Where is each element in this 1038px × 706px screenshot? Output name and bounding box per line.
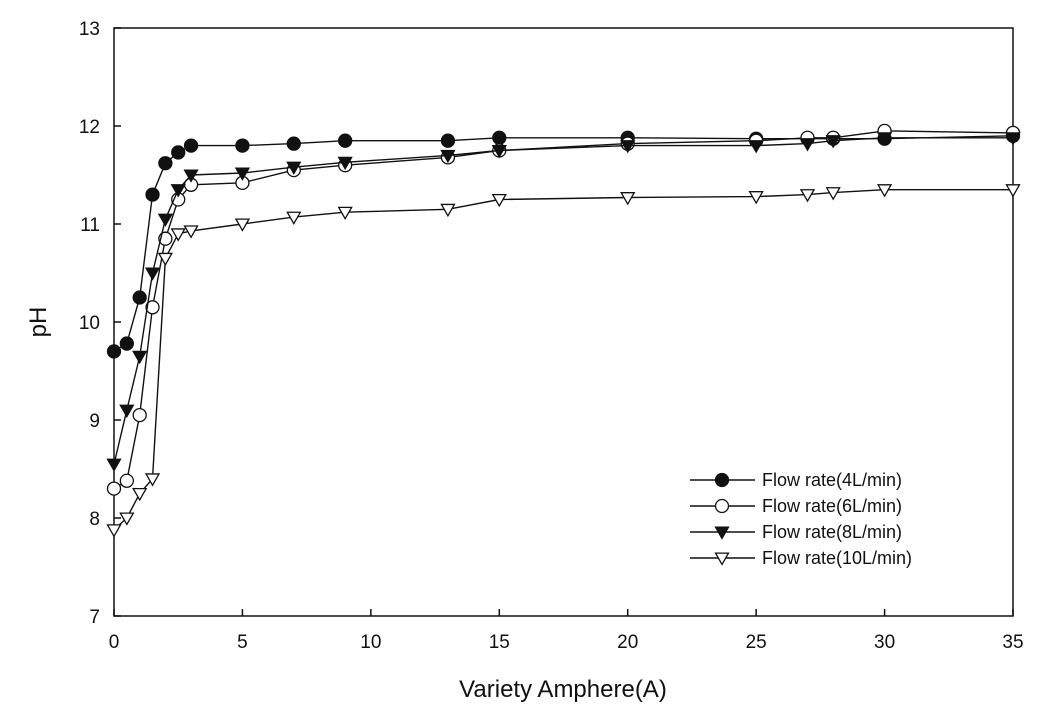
data-point (157, 252, 173, 267)
data-point (286, 161, 302, 175)
data-point (119, 473, 134, 488)
data-point (491, 144, 507, 159)
data-point (235, 138, 250, 153)
data-point (132, 487, 148, 502)
legend-marker (714, 526, 730, 540)
data-point (286, 136, 301, 151)
data-point (286, 211, 302, 225)
data-point (145, 300, 160, 315)
y-tick-label: 8 (89, 509, 100, 530)
x-tick-label: 10 (360, 632, 381, 653)
series-2 (106, 123, 1021, 496)
legend-item: Flow rate(4L/min) (690, 470, 902, 490)
legend-item: Flow rate(6L/min) (690, 496, 902, 516)
data-point (620, 140, 636, 154)
x-tick-label: 25 (746, 632, 767, 653)
data-point (119, 404, 135, 419)
data-point (748, 191, 764, 205)
legend-marker (714, 552, 730, 566)
data-point (876, 132, 893, 146)
data-point (1005, 184, 1021, 198)
data-point (620, 192, 636, 206)
data-point (183, 138, 199, 153)
x-tick-label: 30 (874, 632, 895, 653)
data-point (491, 193, 507, 208)
y-tick-label: 13 (79, 19, 100, 40)
x-axis-title: Variety Amphere(A) (459, 676, 667, 703)
data-point (440, 203, 456, 218)
data-point (158, 156, 173, 171)
x-tick-label: 15 (489, 632, 510, 653)
y-tick-label: 7 (89, 607, 100, 628)
y-tick-label: 11 (80, 215, 100, 236)
data-point (106, 344, 122, 359)
data-point (799, 138, 816, 152)
x-tick-label: 5 (237, 632, 248, 653)
data-point (157, 213, 173, 227)
legend: Flow rate(4L/min) Flow rate(6L/min) Flow r… (690, 470, 912, 568)
data-point (132, 290, 147, 305)
y-tick-label: 10 (79, 313, 100, 334)
series-layer (106, 123, 1021, 538)
data-point (825, 135, 841, 149)
data-point (132, 407, 147, 423)
data-point (170, 184, 186, 198)
data-point (144, 267, 161, 281)
data-point (338, 133, 353, 148)
legend-marker (714, 498, 730, 514)
data-point (234, 167, 251, 181)
ticks-layer: 0 5 10 15 20 25 30 35 7 8 9 10 11 12 13 (79, 19, 1024, 653)
data-point (119, 512, 135, 526)
data-point (234, 218, 251, 232)
data-point (106, 481, 122, 496)
legend-item: Flow rate(8L/min) (690, 522, 902, 542)
legend-label: Flow rate(8L/min) (762, 522, 902, 542)
data-point (1005, 132, 1021, 146)
data-point (825, 187, 841, 201)
legend-label: Flow rate(10L/min) (762, 548, 912, 568)
y-tick-label: 9 (89, 411, 100, 432)
data-point (799, 189, 816, 203)
legend-label: Flow rate(6L/min) (762, 496, 902, 516)
series-1 (106, 128, 1021, 359)
data-point (183, 225, 199, 239)
series-3 (106, 132, 1021, 472)
data-point (144, 473, 161, 487)
data-point (440, 133, 456, 148)
x-tick-label: 0 (109, 632, 120, 653)
x-tick-label: 20 (617, 632, 638, 653)
data-point (440, 149, 456, 164)
legend-item: Flow rate(10L/min) (690, 548, 912, 568)
data-point (337, 206, 353, 221)
data-point (171, 145, 186, 160)
data-point (145, 187, 160, 202)
data-point (106, 458, 122, 472)
data-point (876, 184, 893, 198)
data-point (183, 169, 199, 183)
data-point (492, 130, 507, 145)
data-point (170, 228, 186, 242)
data-point (337, 156, 353, 171)
x-tick-label: 35 (1002, 632, 1023, 653)
data-point (119, 336, 134, 351)
data-point (106, 524, 122, 538)
series-line (113, 137, 1013, 465)
series-4 (106, 184, 1021, 538)
legend-marker (714, 472, 730, 488)
y-tick-label: 12 (79, 117, 100, 138)
data-point (132, 350, 148, 365)
legend-label: Flow rate(4L/min) (762, 470, 902, 490)
data-point (748, 140, 764, 154)
y-axis-title: pH (25, 307, 52, 338)
